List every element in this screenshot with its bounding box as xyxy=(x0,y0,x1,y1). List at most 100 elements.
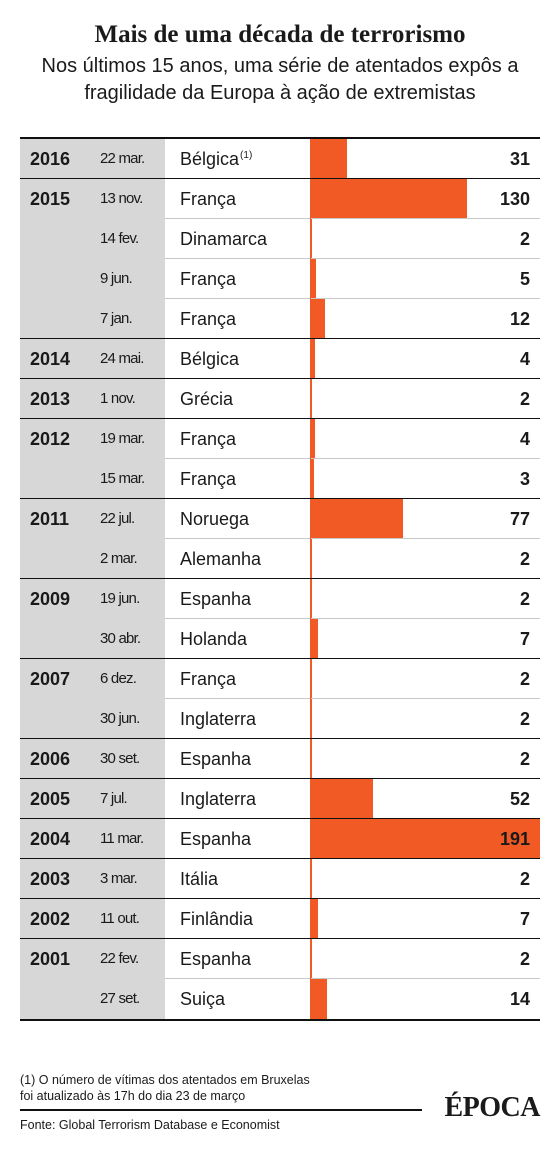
year-label: 2001 xyxy=(30,949,71,969)
year-label: 2012 xyxy=(30,429,71,449)
value-label: 14 xyxy=(509,989,530,1009)
table-row: 19 mar. França 4 xyxy=(20,419,540,459)
year-label: 2007 xyxy=(30,669,71,689)
country-cell: Bélgica xyxy=(180,339,239,379)
value-label: 2 xyxy=(519,389,530,409)
table-row: 22 jul. Noruega 77 xyxy=(20,499,540,539)
group-divider xyxy=(20,338,540,339)
date-label: 19 jun. xyxy=(100,590,140,607)
year-group: 2007 6 dez. França 2 30 jun. Inglaterra 2 xyxy=(20,659,540,739)
year-label: 2011 xyxy=(30,509,70,529)
country-cell: Espanha xyxy=(180,579,251,619)
date-label: 30 set. xyxy=(100,750,140,767)
year-group: 2009 19 jun. Espanha 2 30 abr. Holanda 7 xyxy=(20,579,540,659)
country-label: França xyxy=(180,189,237,209)
year-column: 2005 xyxy=(20,779,165,819)
table-row: 22 mar. Bélgica(1) 31 xyxy=(20,139,540,179)
group-divider xyxy=(20,818,540,819)
year-group: 2012 19 mar. França 4 15 mar. França 3 xyxy=(20,419,540,499)
bar xyxy=(310,659,313,699)
year-column: 2004 xyxy=(20,819,165,859)
bar xyxy=(310,979,327,1019)
table-row: 7 jul. Inglaterra 52 xyxy=(20,779,540,819)
bar xyxy=(310,419,315,459)
table-row: 22 fev. Espanha 2 xyxy=(20,939,540,979)
value-label: 4 xyxy=(519,429,530,449)
country-label: Espanha xyxy=(180,829,252,849)
date-label: 13 nov. xyxy=(100,190,143,207)
date-label: 22 fev. xyxy=(100,950,139,967)
country-cell: Espanha xyxy=(180,739,251,779)
year-group: 2015 13 nov. França 130 14 fev. Dinamarca 2 9 j… xyxy=(20,179,540,339)
year-label: 2003 xyxy=(30,869,71,889)
country-cell: Dinamarca xyxy=(180,219,267,259)
value-label: 4 xyxy=(519,349,530,369)
country-label: Itália xyxy=(180,869,219,889)
bar xyxy=(310,899,319,939)
year-column: 2012 xyxy=(20,419,165,499)
value-label: 7 xyxy=(519,629,530,649)
country-cell: Espanha xyxy=(180,819,251,859)
group-divider xyxy=(20,738,540,739)
row-divider xyxy=(165,538,540,539)
group-divider xyxy=(20,658,540,659)
footnote-line: (1) O número de vítimas dos atentados em… xyxy=(20,1073,310,1087)
year-group: 2013 1 nov. Grécia 2 xyxy=(20,379,540,419)
country-cell: França xyxy=(180,299,236,339)
year-column: 2011 xyxy=(20,499,165,579)
value-label: 7 xyxy=(519,909,530,929)
table-row: 1 nov. Grécia 2 xyxy=(20,379,540,419)
year-group: 2003 3 mar. Itália 2 xyxy=(20,859,540,899)
country-cell: Finlândia xyxy=(180,899,253,939)
table-row: 7 jan. França 12 xyxy=(20,299,540,339)
year-column: 2006 xyxy=(20,739,165,779)
date-label: 2 mar. xyxy=(100,550,138,567)
year-column: 2009 xyxy=(20,579,165,659)
table-row: 13 nov. França 130 xyxy=(20,179,540,219)
footer-divider xyxy=(20,1109,422,1111)
value-label: 12 xyxy=(509,309,530,329)
year-column: 2016 xyxy=(20,139,165,179)
date-label: 30 abr. xyxy=(100,630,141,647)
value-label: 2 xyxy=(519,669,530,689)
bar-axis-line xyxy=(310,139,311,1019)
row-divider xyxy=(165,978,540,979)
country-label: França xyxy=(180,469,237,489)
bar xyxy=(310,579,313,619)
year-label: 2014 xyxy=(30,349,71,369)
year-label: 2004 xyxy=(30,829,71,849)
bar xyxy=(310,179,467,219)
bar xyxy=(310,379,313,419)
bar xyxy=(310,739,313,779)
date-label: 3 mar. xyxy=(100,870,138,887)
country-label: Suiça xyxy=(180,989,226,1009)
table-row: 9 jun. França 5 xyxy=(20,259,540,299)
table-row: 19 jun. Espanha 2 xyxy=(20,579,540,619)
country-cell: Bélgica(1) xyxy=(180,139,252,183)
value-label: 31 xyxy=(509,149,530,169)
table-row: 3 mar. Itália 2 xyxy=(20,859,540,899)
table-row: 11 mar. Espanha 191 xyxy=(20,819,540,859)
year-group: 2011 22 jul. Noruega 77 2 mar. Alemanha 2 xyxy=(20,499,540,579)
country-label: Bélgica xyxy=(180,349,240,369)
row-divider xyxy=(165,458,540,459)
year-group: 2001 22 fev. Espanha 2 27 set. Suiça 14 xyxy=(20,939,540,1019)
year-label: 2009 xyxy=(30,589,71,609)
country-label: Espanha xyxy=(180,589,252,609)
date-label: 30 jun. xyxy=(100,710,140,727)
bar xyxy=(310,459,314,499)
bar xyxy=(310,299,325,339)
country-cell: França xyxy=(180,179,236,219)
country-label: Inglaterra xyxy=(180,709,257,729)
bar xyxy=(310,499,403,539)
row-divider xyxy=(165,218,540,219)
row-divider xyxy=(165,298,540,299)
country-label: Alemanha xyxy=(180,549,262,569)
group-divider xyxy=(20,418,540,419)
table-row: 14 fev. Dinamarca 2 xyxy=(20,219,540,259)
footnote-line: foi atualizado às 17h do dia 23 de março xyxy=(20,1089,246,1103)
country-label: França xyxy=(180,269,237,289)
country-label: França xyxy=(180,309,237,329)
date-label: 6 dez. xyxy=(100,670,137,687)
table-row: 30 abr. Holanda 7 xyxy=(20,619,540,659)
